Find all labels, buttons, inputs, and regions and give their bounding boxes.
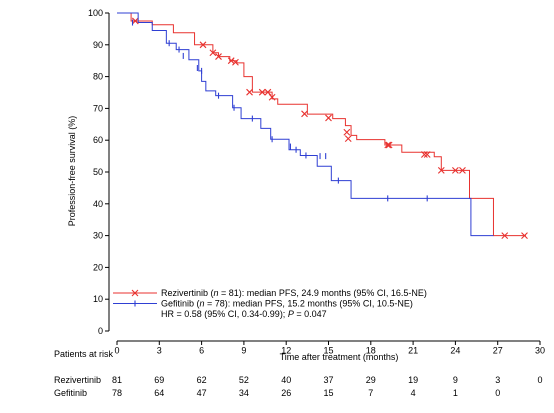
risk-count: 47 [197,388,207,398]
censor-mark [131,17,139,25]
censor-mark [384,141,392,149]
y-tick-label: 100 [88,8,103,18]
censor-mark [344,135,352,142]
censor-mark [521,232,528,239]
risk-count: 26 [281,388,291,398]
y-tick-label: 0 [98,326,103,336]
y-axis-title: Profession-free survival (%) [67,116,77,227]
x-tick-label: 0 [114,345,119,355]
x-tick-label: 27 [493,345,503,355]
x-tick-label: 12 [281,345,291,355]
risk-count: 81 [112,375,122,385]
censor-mark [325,114,332,122]
risk-count: 0 [537,375,542,385]
legend: Rezivertinib (n = 81): median PFS, 24.9 … [113,288,427,319]
x-tick-label: 18 [366,345,376,355]
series-gefitinib [117,12,494,237]
risk-count: 1 [453,388,458,398]
risk-count: 29 [366,375,376,385]
x-tick-label: 21 [408,345,418,355]
risk-count: 0 [495,388,500,398]
y-axis: 0 10 20 30 40 50 60 70 80 90 100 [88,8,110,336]
censor-mark [423,151,431,158]
hazard-ratio-text: HR = 0.58 (95% CI, 0.34-0.99); P = 0.047 [161,309,327,319]
risk-count: 9 [453,375,458,385]
risk-count: 7 [368,388,373,398]
censor-mark [199,41,207,49]
censor-mark [301,110,308,118]
risk-count: 69 [154,375,164,385]
x-tick-label: 24 [450,345,460,355]
risk-row-label: Gefitinib [54,388,87,398]
risk-count: 78 [112,388,122,398]
risk-count: 19 [408,375,418,385]
risk-count: 62 [197,375,207,385]
risk-count: 4 [411,388,416,398]
censor-mark [246,88,253,96]
risk-count: 40 [281,375,291,385]
censor-mark [268,93,276,101]
y-tick-label: 70 [93,103,103,113]
y-tick-label: 50 [93,167,103,177]
censor-mark [227,57,235,65]
survival-curve-rezivertinib [117,12,526,237]
legend-entry: Rezivertinib (n = 81): median PFS, 24.9 … [161,288,427,298]
censor-mark [385,141,393,149]
x-axis-title: Time after treatment (months) [280,352,399,362]
y-tick-label: 30 [93,231,103,241]
x-tick-label: 9 [241,345,246,355]
y-tick-label: 20 [93,262,103,272]
censor-mark [215,53,222,60]
risk-count: 52 [239,375,249,385]
y-tick-label: 90 [93,40,103,50]
risk-count: 15 [323,388,333,398]
plot-series [117,12,528,239]
y-tick-label: 80 [93,72,103,82]
x-tick-label: 3 [157,345,162,355]
censor-mark [209,49,217,57]
censor-mark [459,167,466,174]
legend-marker [131,289,139,297]
y-tick-label: 40 [93,199,103,209]
censor-mark [501,232,509,239]
y-tick-label: 10 [93,294,103,304]
risk-table-title: Patients at risk [54,349,114,359]
censor-mark [232,58,239,66]
legend-entry: Gefitinib (n = 78): median PFS, 15.2 mon… [161,299,413,309]
risk-count: 64 [154,388,164,398]
x-tick-label: 15 [323,345,333,355]
x-tick-label: 6 [199,345,204,355]
risk-count: 37 [323,375,333,385]
risk-count: 34 [239,388,249,398]
x-axis: 0 3 6 9 12 15 18 21 24 27 30 [114,340,545,355]
censor-mark [264,88,272,96]
censor-mark [452,167,459,174]
censor-mark [258,88,266,96]
y-tick-label: 60 [93,135,103,145]
censor-mark [437,167,445,174]
censor-mark [420,151,428,158]
series-rezivertinib [117,12,528,239]
censor-mark [343,128,351,136]
risk-count: 3 [495,375,500,385]
x-tick-label: 30 [535,345,545,355]
survival-curve-gefitinib [117,12,494,237]
risk-row-label: Rezivertinib [54,375,101,385]
